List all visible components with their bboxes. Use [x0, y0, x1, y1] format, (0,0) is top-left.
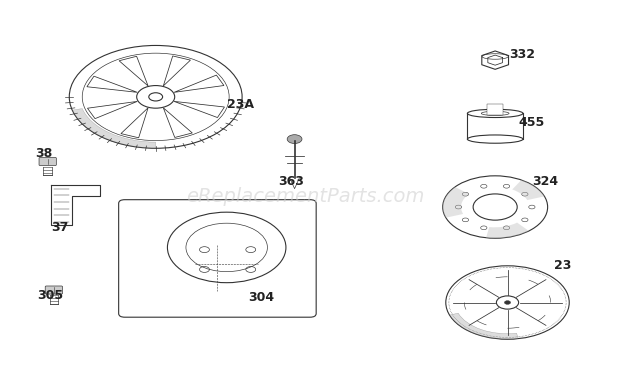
Text: 332: 332	[509, 48, 534, 61]
Wedge shape	[512, 180, 544, 200]
Text: 363: 363	[278, 175, 304, 188]
Text: 38: 38	[35, 148, 53, 161]
Text: 455: 455	[518, 116, 544, 129]
Wedge shape	[72, 108, 156, 148]
Circle shape	[505, 301, 511, 305]
Wedge shape	[443, 187, 469, 218]
Text: eReplacementParts.com: eReplacementParts.com	[187, 186, 425, 205]
FancyBboxPatch shape	[45, 286, 63, 294]
Text: 23: 23	[554, 259, 571, 272]
Text: 37: 37	[51, 221, 68, 234]
Text: 304: 304	[248, 291, 275, 304]
Circle shape	[149, 93, 162, 101]
Text: 23A: 23A	[227, 98, 254, 111]
Wedge shape	[450, 313, 518, 339]
FancyBboxPatch shape	[39, 158, 56, 165]
Bar	[487, 104, 503, 115]
Wedge shape	[486, 223, 529, 238]
Text: 324: 324	[532, 175, 559, 188]
Text: 305: 305	[37, 289, 63, 302]
Circle shape	[287, 135, 302, 144]
